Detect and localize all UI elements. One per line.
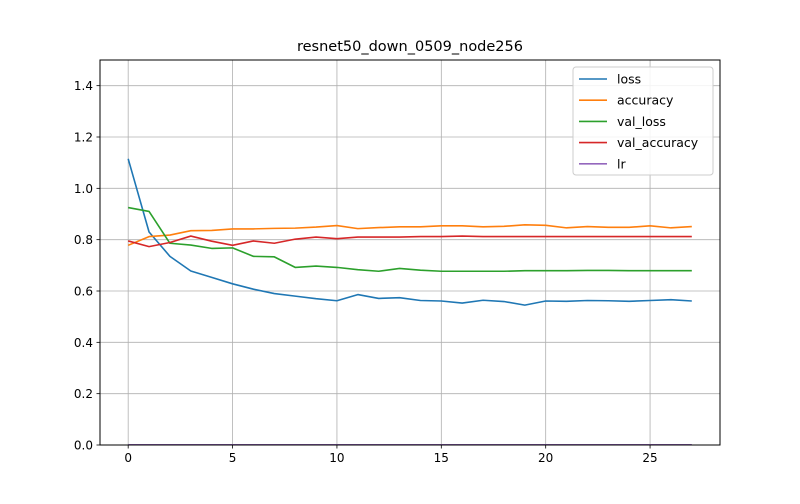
- chart-title: resnet50_down_0509_node256: [297, 39, 523, 55]
- y-tick-label: 0.2: [74, 387, 93, 401]
- grid-lines: [100, 60, 720, 446]
- y-tick-label: 0.4: [74, 336, 93, 350]
- x-tick-label: 20: [538, 451, 553, 465]
- y-tick-label: 0.8: [74, 233, 93, 247]
- series-line-val-accuracy: [127, 235, 692, 248]
- x-tick-label: 15: [434, 451, 449, 465]
- y-tick-label: 1.2: [74, 131, 93, 145]
- legend-label: val_accuracy: [617, 135, 699, 150]
- series-line-loss: [127, 158, 692, 306]
- series-line-accuracy: [127, 223, 692, 247]
- legend-label: lr: [617, 156, 626, 171]
- legend-label: accuracy: [617, 93, 674, 108]
- legend-box: [572, 66, 714, 176]
- y-tick-label: 0.0: [74, 439, 93, 453]
- y-tick-label: 0.6: [74, 285, 93, 299]
- legend-label: loss: [617, 72, 641, 87]
- plot-frame: [99, 59, 721, 446]
- x-tick-label: 10: [329, 451, 344, 465]
- legend-label: val_loss: [617, 114, 666, 129]
- series-line-val-loss: [128, 206, 692, 273]
- axis-ticks: 0 5 10 15 20 25 0.0 0.2 0.4 0.6 0.8 1.0 1.2 1.4: [74, 79, 658, 465]
- x-tick-label: 25: [642, 451, 657, 465]
- x-tick-label: 0: [124, 451, 132, 465]
- y-tick-label: 1.4: [74, 79, 93, 93]
- x-tick-label: 5: [229, 451, 237, 465]
- y-tick-label: 1.0: [74, 182, 93, 196]
